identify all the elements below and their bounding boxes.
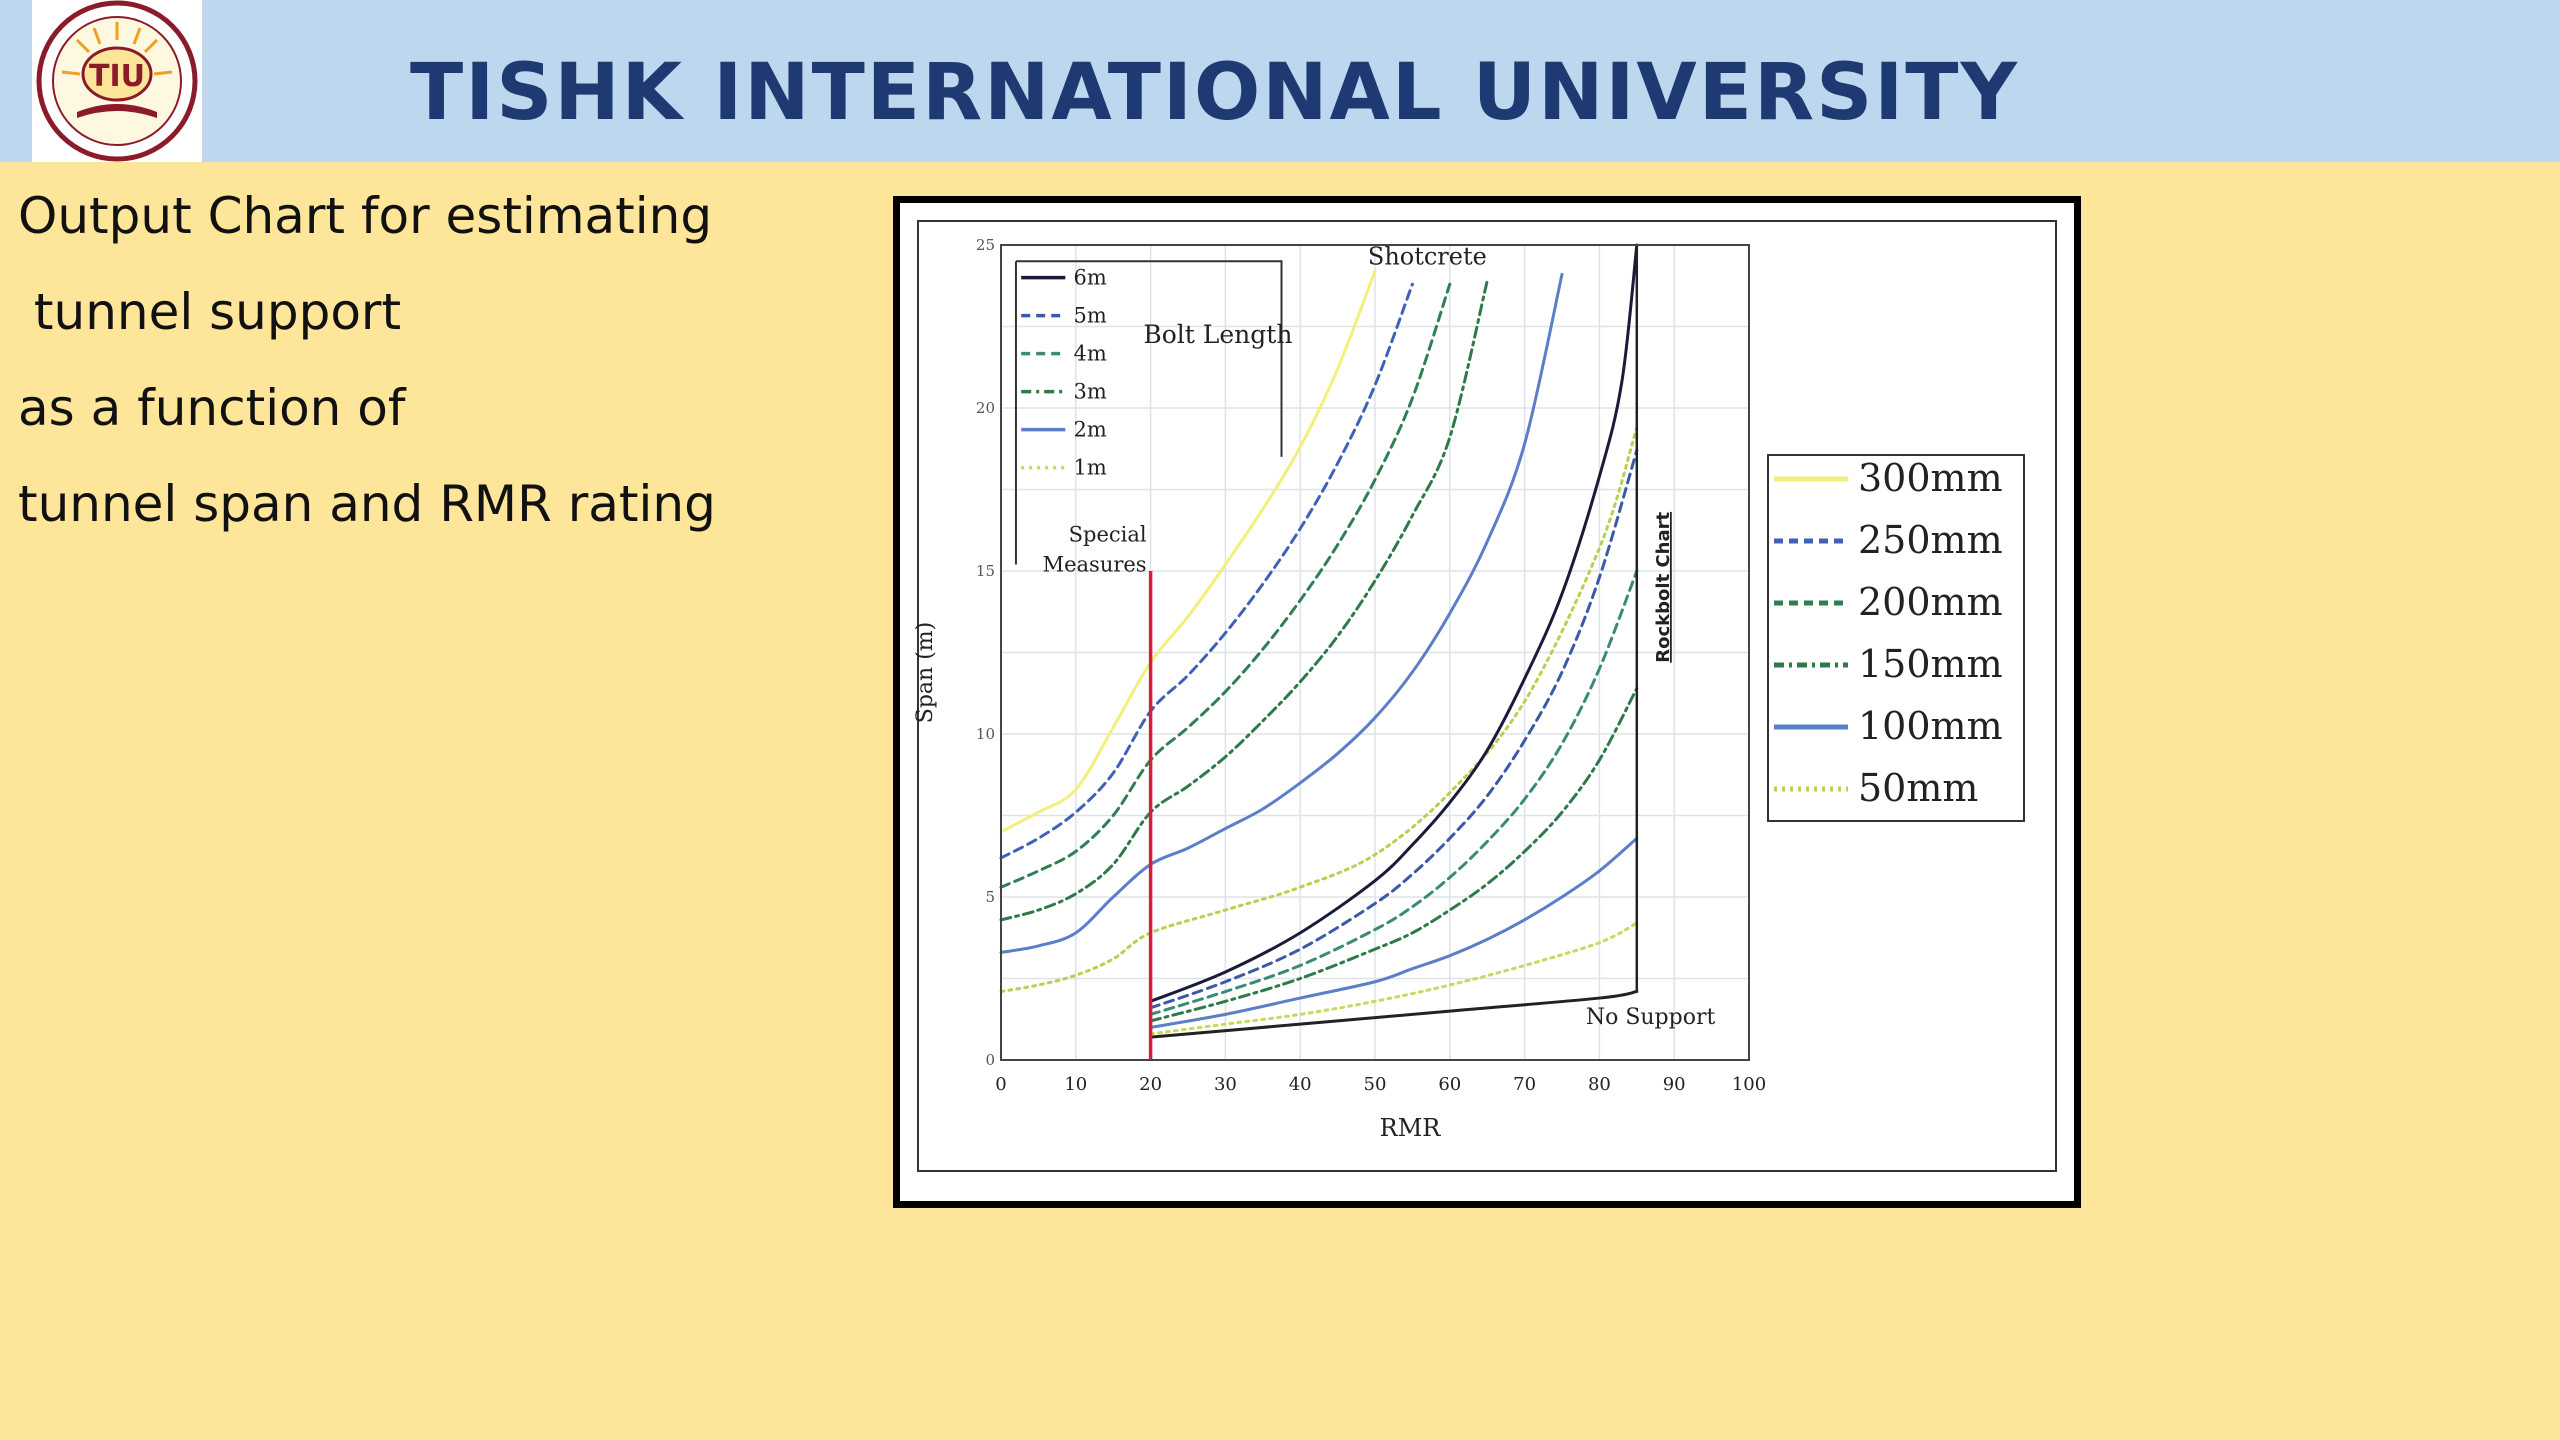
bolt-legend-label: 6m [1074,266,1107,290]
no-support-region-label: No Support [1586,1005,1716,1030]
x-tick-label: 60 [1438,1074,1461,1095]
series-line-5m [1149,448,1639,1010]
series-line-50mm [999,426,1639,994]
logo-text: TIU [89,59,145,94]
y-tick-label: 5 [985,888,995,906]
bolt-legend-label: 1m [1074,456,1107,480]
series-line-6m [1149,243,1639,1003]
shotcrete-legend-label: 50mm [1858,766,1978,810]
y-tick-label: 25 [976,236,995,254]
description-line-2: tunnel support [18,283,402,341]
x-tick-label: 20 [1139,1074,1162,1095]
y-tick-label: 15 [976,562,995,580]
description-line-3: as a function of [18,379,406,437]
shotcrete-legend-label: 250mm [1858,518,2003,562]
special-measures-label: Special [1069,523,1147,547]
x-tick-label: 10 [1064,1074,1087,1095]
plot-frame [1000,244,1750,1061]
x-tick-label: 30 [1214,1074,1237,1095]
y-tick-label: 20 [976,399,995,417]
series-line-3m [1149,686,1639,1023]
slide-description: Output Chart for estimating tunnel suppo… [18,168,716,552]
series-line-250mm [999,282,1414,860]
x-axis-label: RMR [1380,1114,1442,1142]
bolt-length-legend-title: Bolt Length [1143,320,1292,349]
series-line-150mm [999,279,1489,922]
y-axis-label: Span (m) [913,622,938,723]
rockbolt-chart-label: Rockbolt Chart [1653,511,1674,662]
bolt-length-legend-box [1015,260,1283,457]
x-tick-label: 90 [1663,1074,1686,1095]
series-line-2m [1149,836,1639,1029]
shotcrete-legend-label: 200mm [1858,580,2003,624]
x-tick-label: 100 [1732,1074,1766,1095]
x-tick-label: 70 [1513,1074,1536,1095]
special-measures-label: Measures [1043,553,1147,577]
series-line-100mm [999,272,1564,954]
shotcrete-legend-box [1767,454,2025,822]
university-logo: TIU [32,0,202,162]
x-tick-label: 0 [995,1074,1006,1095]
chart-frame: 0 10 20 30 40 50 60 70 80 90 100 0 5 10 15 20 25 RMR Span … [893,196,2081,1208]
bolt-legend-label: 2m [1074,418,1107,442]
series-line-200mm [999,282,1452,889]
rockbolt-support-chart: 0 10 20 30 40 50 60 70 80 90 100 0 5 10 15 20 25 RMR Span … [913,220,2057,1172]
shotcrete-region-label: Shotcrete [1368,243,1487,271]
y-tick-label: 0 [985,1051,995,1069]
description-line-1: Output Chart for estimating [18,187,713,245]
bolt-legend-label: 4m [1074,342,1107,366]
y-tick-label: 10 [976,725,995,743]
shotcrete-legend-label: 300mm [1858,456,2003,500]
x-tick-label: 40 [1289,1074,1312,1095]
shotcrete-legend-label: 150mm [1858,642,2003,686]
series-line-4m [1149,569,1639,1016]
description-line-4: tunnel span and RMR rating [18,475,716,533]
header-bar: TIU TISHK INTERNATIONAL UNIVERSITY [0,0,2560,162]
shotcrete-legend-label: 100mm [1858,704,2003,748]
series-line-1m [1149,921,1639,1036]
series-line-300mm [999,269,1377,834]
university-title: TISHK INTERNATIONAL UNIVERSITY [410,48,2019,138]
bolt-legend-label: 5m [1074,304,1107,328]
series-line-no-support [1149,990,1639,1039]
x-tick-label: 80 [1588,1074,1611,1095]
x-tick-label: 50 [1364,1074,1387,1095]
bolt-legend-label: 3m [1074,380,1107,404]
